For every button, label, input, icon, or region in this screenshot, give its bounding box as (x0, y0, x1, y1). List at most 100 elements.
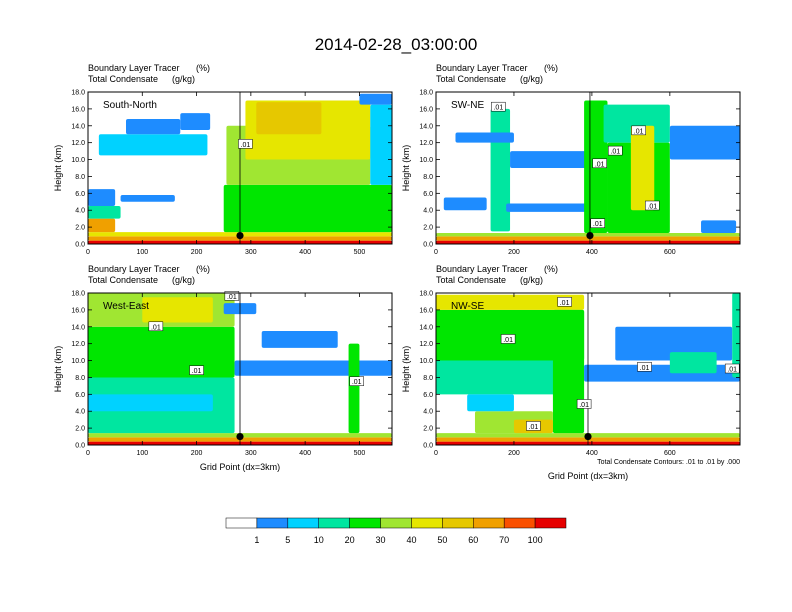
y-tick-label: 4.0 (423, 409, 433, 416)
y-tick-label: 18.0 (71, 90, 85, 97)
y-tick-label: 10.0 (71, 157, 85, 164)
heatmap-field (88, 92, 392, 244)
y-axis-label: Height (km) (401, 346, 411, 393)
y-tick-label: 14.0 (71, 123, 85, 130)
y-tick-label: 18.0 (419, 291, 433, 298)
panel-label: NW-SE (451, 301, 484, 312)
x-tick-label: 400 (586, 450, 598, 457)
heatmap-cell (88, 394, 213, 412)
contour-label: .01 (151, 324, 161, 331)
heatmap-field (88, 293, 392, 445)
y-tick-label: 12.0 (71, 140, 85, 147)
y-tick-label: 14.0 (71, 324, 85, 331)
colorbar-swatch (503, 517, 536, 529)
x-tick-label: 200 (191, 249, 203, 256)
chart-panel: Boundary Layer Tracer (%) Total Condensate… (53, 264, 393, 472)
colorbar-swatch (534, 517, 567, 529)
y-tick-label: 18.0 (71, 291, 85, 298)
y-tick-label: 14.0 (419, 123, 433, 130)
x-tick-label: 600 (664, 249, 676, 256)
x-tick-label: 400 (299, 450, 311, 457)
x-tick-label: 100 (136, 249, 148, 256)
heatmap-cell (506, 203, 592, 212)
contour-label-box (631, 125, 646, 136)
heatmap-cell (701, 220, 737, 234)
panel-subtitle-condensate-unit: (g/kg) (172, 275, 195, 285)
colorbar-label: 40 (406, 535, 416, 545)
heatmap-cell (455, 132, 514, 143)
colorbar-swatch (411, 517, 443, 529)
y-tick-label: 18.0 (419, 90, 433, 97)
panel-subtitle-tracer-unit: (%) (544, 264, 558, 274)
y-tick-label: 0.0 (75, 242, 85, 249)
heatmap-cell (126, 119, 181, 135)
panel-label: South-North (103, 100, 157, 111)
heatmap-cell (88, 218, 116, 233)
y-tick-label: 6.0 (423, 191, 433, 198)
x-tick-label: 500 (354, 249, 366, 256)
y-axis-label: Height (km) (53, 346, 63, 393)
x-tick-label: 200 (508, 450, 520, 457)
y-tick-label: 4.0 (75, 409, 85, 416)
panels: Boundary Layer Tracer (%) Total Condensate… (53, 63, 741, 481)
colorbar-swatch (225, 517, 258, 529)
y-tick-label: 2.0 (75, 426, 85, 433)
heatmap-cell (348, 343, 360, 434)
plot-frame (87, 292, 393, 446)
contour-label: .01 (227, 294, 237, 301)
panel-subtitle-condensate: Total Condensate (88, 74, 158, 84)
figure-title: 2014-02-28_03:00:00 (315, 35, 478, 54)
heatmap-cell (370, 104, 392, 185)
contour-label-box (349, 376, 364, 386)
heatmap-cell (436, 240, 740, 244)
y-tick-label: 0.0 (423, 443, 433, 450)
contour-label-box (592, 158, 607, 169)
contour-label-box (557, 297, 572, 307)
cross-section-marker (584, 432, 592, 441)
colorbar-swatch (287, 517, 319, 529)
y-tick-label: 6.0 (423, 392, 433, 399)
contour-label-box (500, 334, 516, 344)
y-axis-label: Height (km) (53, 145, 63, 192)
panel-subtitle-tracer-unit: (%) (544, 63, 558, 73)
heatmap-cell (669, 125, 740, 160)
heatmap-cell (261, 331, 338, 348)
y-tick-label: 2.0 (423, 426, 433, 433)
heatmap-cell (142, 297, 213, 323)
heatmap-cell (490, 108, 511, 232)
y-tick-label: 6.0 (75, 191, 85, 198)
colorbar-swatch (380, 517, 412, 529)
heatmap-field (436, 92, 740, 244)
contour-label-box (189, 365, 204, 375)
contour-label-box (590, 218, 605, 228)
panel-label: SW-NE (451, 100, 484, 111)
x-tick-label: 200 (191, 450, 203, 457)
chart-panel: Boundary Layer Tracer (%) Total Condensate… (53, 63, 393, 256)
colorbar-label: 1 (254, 535, 259, 545)
contour-label: .01 (610, 149, 620, 156)
y-tick-label: 8.0 (423, 174, 433, 181)
contour-label: .01 (727, 367, 737, 374)
panel-subtitle-condensate: Total Condensate (436, 275, 506, 285)
colorbar-label: 20 (345, 535, 355, 545)
contour-label-box (526, 421, 541, 431)
colorbar-swatch (256, 517, 289, 529)
x-tick-label: 600 (664, 450, 676, 457)
y-tick-label: 2.0 (75, 225, 85, 232)
contour-label: .01 (192, 368, 202, 375)
colorbar-label: 100 (528, 535, 543, 545)
y-tick-label: 16.0 (419, 106, 433, 113)
y-tick-label: 6.0 (75, 392, 85, 399)
y-tick-label: 16.0 (71, 307, 85, 314)
contour-label: .01 (640, 365, 650, 372)
heatmap-cell (467, 394, 514, 412)
chart-panel: Boundary Layer Tracer (%) Total Condensate… (401, 264, 741, 481)
colorbar: 1 5 10 20 30 40 50 60 70 100 (225, 517, 567, 545)
y-tick-label: 0.0 (75, 443, 85, 450)
colorbar-swatch (318, 517, 350, 529)
colorbar-label: 10 (314, 535, 324, 545)
x-tick-label: 0 (86, 450, 90, 457)
y-tick-label: 12.0 (71, 341, 85, 348)
y-tick-label: 8.0 (75, 375, 85, 382)
contour-label: .01 (560, 300, 570, 307)
